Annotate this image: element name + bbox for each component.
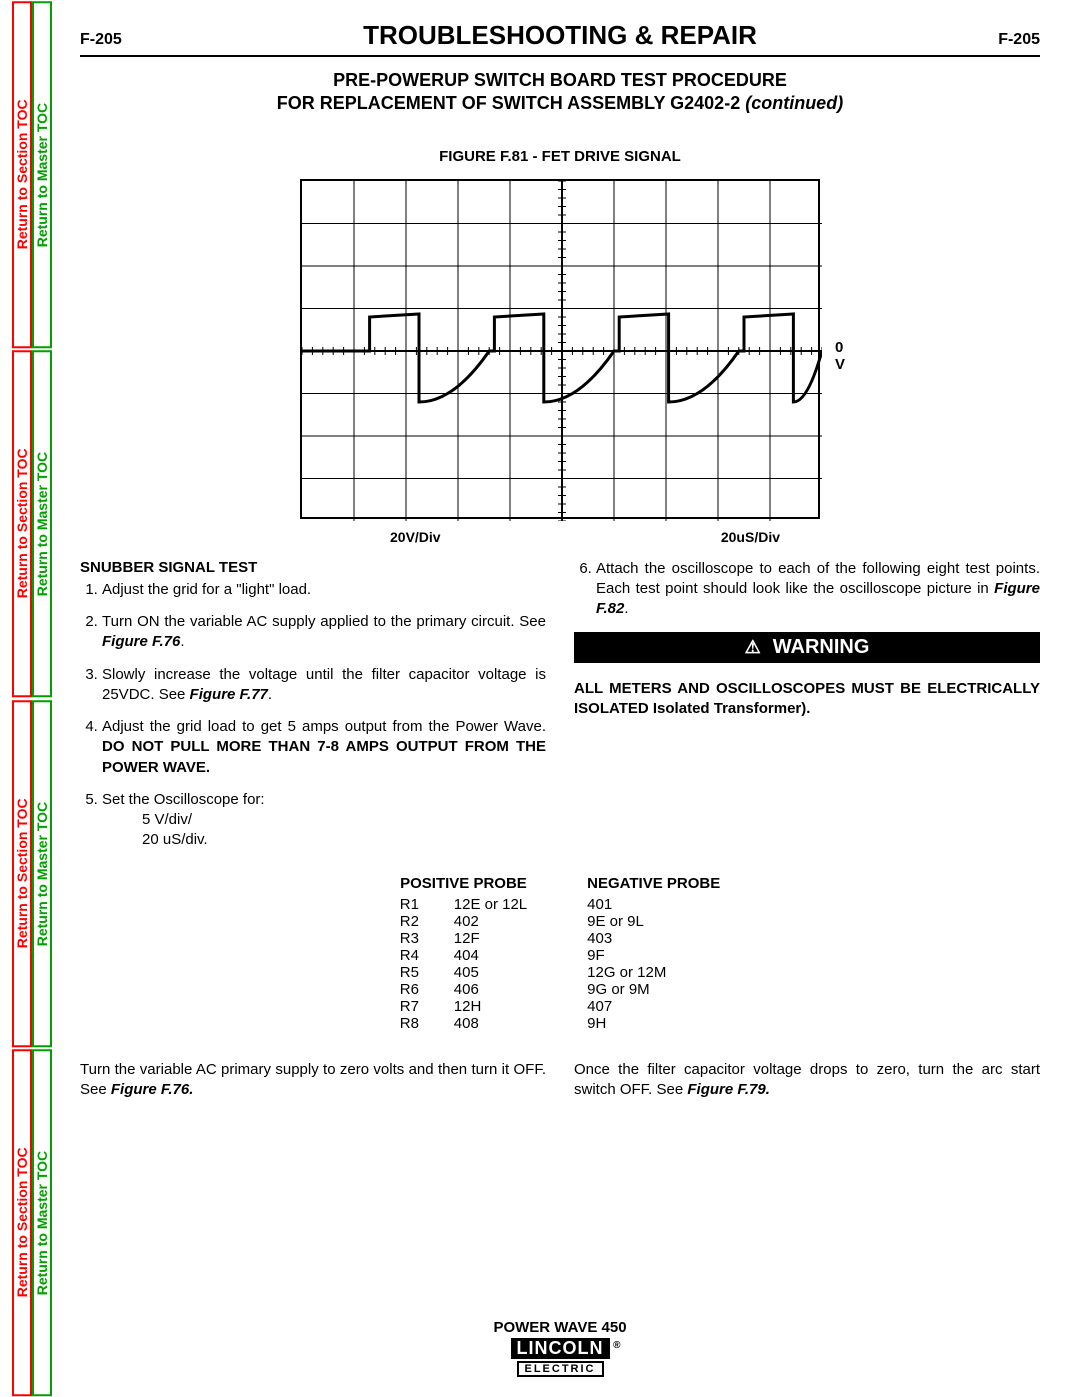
master-toc-link[interactable]: Return to Master TOC bbox=[32, 700, 52, 1047]
x-div-label: 20uS/Div bbox=[721, 529, 780, 545]
procedure-list: Adjust the grid for a "light" load. Turn… bbox=[80, 580, 546, 851]
body-columns: SNUBBER SIGNAL TEST Adjust the grid for … bbox=[80, 559, 1040, 863]
warning-label: WARNING bbox=[773, 636, 870, 659]
bottom-right-text: Once the filter capacitor voltage drops … bbox=[574, 1060, 1040, 1101]
page-title: TROUBLESHOOTING & REPAIR bbox=[122, 20, 998, 51]
bottom-right-a: Once the filter capacitor voltage drops … bbox=[574, 1061, 1040, 1098]
step-5-text: Set the Oscilloscope for: bbox=[102, 791, 265, 808]
step-5-line3: 20 uS/div. bbox=[102, 830, 546, 850]
step-1: Adjust the grid for a "light" load. bbox=[102, 580, 546, 600]
subtitle-line-2: FOR REPLACEMENT OF SWITCH ASSEMBLY G2402… bbox=[80, 92, 1040, 115]
figure-caption: FIGURE F.81 - FET DRIVE SIGNAL bbox=[80, 148, 1040, 165]
negative-probe-col: NEGATIVE PROBE 4019E or 9L4039F12G or 12… bbox=[587, 875, 720, 1032]
probe-row: 9H bbox=[587, 1015, 720, 1032]
probe-row: 9F bbox=[587, 947, 720, 964]
scope-svg bbox=[302, 181, 822, 521]
brand-logo: LINCOLN bbox=[511, 1338, 610, 1359]
warning-text: ALL METERS AND OSCILLOSCOPES MUST BE ELE… bbox=[574, 679, 1040, 720]
page-footer: POWER WAVE 450 LINCOLN ELECTRIC bbox=[80, 1319, 1040, 1377]
probe-table: POSITIVE PROBE R112E or 12LR2402R312FR44… bbox=[80, 875, 1040, 1032]
step-3-text: Slowly increase the voltage until the fi… bbox=[102, 666, 546, 703]
master-toc-link[interactable]: Return to Master TOC bbox=[32, 350, 52, 697]
page-number-right: F-205 bbox=[998, 31, 1040, 49]
fig-ref: Figure F.76 bbox=[102, 633, 180, 650]
probe-row: R6406 bbox=[400, 981, 527, 998]
step-4-text: Adjust the grid load to get 5 amps outpu… bbox=[102, 718, 546, 735]
probe-row: 407 bbox=[587, 998, 720, 1015]
scope-axis-labels: 20V/Div 20uS/Div bbox=[300, 529, 820, 545]
step-2: Turn ON the variable AC supply applied t… bbox=[102, 612, 546, 653]
probe-row: R5405 bbox=[400, 964, 527, 981]
bottom-left-text: Turn the variable AC primary supply to z… bbox=[80, 1060, 546, 1101]
step-6-text: Attach the oscilloscope to each of the f… bbox=[596, 560, 1040, 597]
positive-probe-col: POSITIVE PROBE R112E or 12LR2402R312FR44… bbox=[400, 875, 527, 1032]
left-column: SNUBBER SIGNAL TEST Adjust the grid for … bbox=[80, 559, 546, 863]
model-name: POWER WAVE 450 bbox=[80, 1319, 1040, 1336]
fig-ref: Figure F.77 bbox=[190, 686, 268, 703]
subtitle: PRE-POWERUP SWITCH BOARD TEST PROCEDURE … bbox=[80, 69, 1040, 116]
procedure-list-right: Attach the oscilloscope to each of the f… bbox=[574, 559, 1040, 620]
snubber-heading: SNUBBER SIGNAL TEST bbox=[80, 559, 546, 576]
step-4-bold: DO NOT PULL MORE THAN 7-8 AMPS OUTPUT FR… bbox=[102, 738, 546, 775]
probe-row: 12G or 12M bbox=[587, 964, 720, 981]
probe-row: R312F bbox=[400, 930, 527, 947]
warning-bar: ⚠ WARNING bbox=[574, 632, 1040, 663]
probe-row: 9G or 9M bbox=[587, 981, 720, 998]
step-3: Slowly increase the voltage until the fi… bbox=[102, 665, 546, 706]
subtitle-line-2a: FOR REPLACEMENT OF SWITCH ASSEMBLY G2402… bbox=[277, 93, 745, 113]
header-rule bbox=[80, 55, 1040, 57]
bottom-paragraphs: Turn the variable AC primary supply to z… bbox=[80, 1060, 1040, 1101]
positive-probe-head: POSITIVE PROBE bbox=[400, 875, 527, 892]
step-2-end: . bbox=[180, 633, 184, 650]
master-toc-link[interactable]: Return to Master TOC bbox=[32, 1, 52, 348]
zero-volt-label: 0 V bbox=[835, 339, 845, 373]
subtitle-continued: (continued) bbox=[745, 93, 843, 113]
step-5-line2: 5 V/div/ bbox=[102, 810, 546, 830]
step-3-end: . bbox=[268, 686, 272, 703]
probe-row: 9E or 9L bbox=[587, 913, 720, 930]
warning-icon: ⚠ bbox=[745, 637, 761, 658]
subtitle-line-1: PRE-POWERUP SWITCH BOARD TEST PROCEDURE bbox=[80, 69, 1040, 92]
page-number-left: F-205 bbox=[80, 31, 122, 49]
brand-subtext: ELECTRIC bbox=[517, 1361, 604, 1377]
step-6-end: . bbox=[624, 600, 628, 617]
section-toc-link[interactable]: Return to Section TOC bbox=[12, 1, 32, 348]
negative-probe-head: NEGATIVE PROBE bbox=[587, 875, 720, 892]
section-toc-link[interactable]: Return to Section TOC bbox=[12, 700, 32, 1047]
fig-ref: Figure F.76. bbox=[111, 1081, 194, 1098]
section-toc-link[interactable]: Return to Section TOC bbox=[12, 1049, 32, 1396]
step-5: Set the Oscilloscope for: 5 V/div/ 20 uS… bbox=[102, 790, 546, 851]
probe-row: R2402 bbox=[400, 913, 527, 930]
oscilloscope-figure: 0 V bbox=[300, 179, 820, 519]
y-div-label: 20V/Div bbox=[390, 529, 441, 545]
probe-row: 401 bbox=[587, 896, 720, 913]
probe-row: R8408 bbox=[400, 1015, 527, 1032]
fig-ref: Figure F.79. bbox=[687, 1081, 770, 1098]
page-content: F-205 TROUBLESHOOTING & REPAIR F-205 PRE… bbox=[80, 20, 1040, 1377]
right-column: Attach the oscilloscope to each of the f… bbox=[574, 559, 1040, 863]
step-2-text: Turn ON the variable AC supply applied t… bbox=[102, 613, 546, 630]
probe-row: 403 bbox=[587, 930, 720, 947]
step-4: Adjust the grid load to get 5 amps outpu… bbox=[102, 717, 546, 778]
section-toc-link[interactable]: Return to Section TOC bbox=[12, 350, 32, 697]
step-6: Attach the oscilloscope to each of the f… bbox=[596, 559, 1040, 620]
side-tab-column: Return to Section TOC Return to Master T… bbox=[12, 0, 52, 1397]
probe-row: R4404 bbox=[400, 947, 527, 964]
master-toc-link[interactable]: Return to Master TOC bbox=[32, 1049, 52, 1396]
probe-row: R712H bbox=[400, 998, 527, 1015]
probe-row: R112E or 12L bbox=[400, 896, 527, 913]
header-bar: F-205 TROUBLESHOOTING & REPAIR F-205 bbox=[80, 20, 1040, 51]
